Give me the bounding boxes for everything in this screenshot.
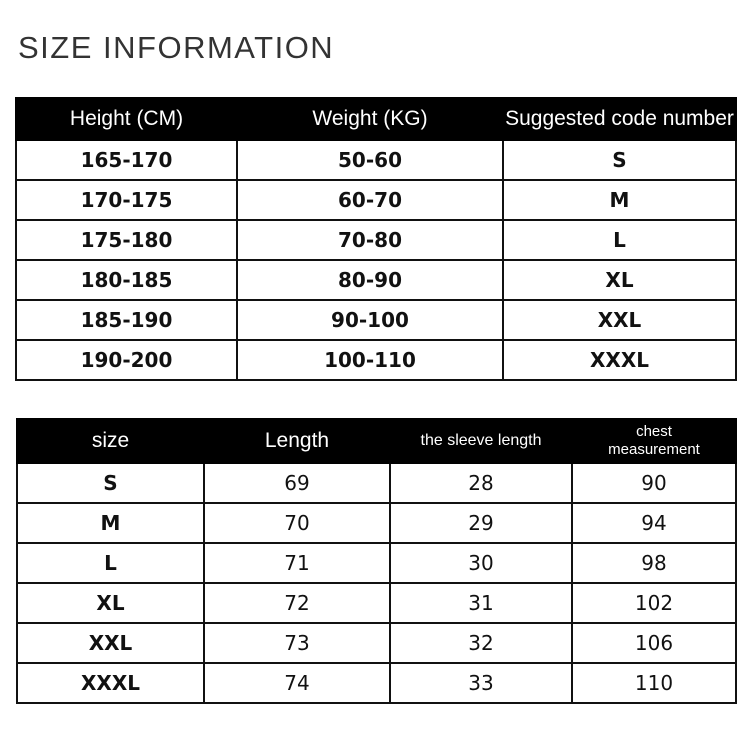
table-cell: XXL (16, 622, 205, 664)
table-cell: L (16, 542, 205, 584)
table-row: 180-185 80-90 XL (15, 259, 737, 301)
table-cell: 71 (203, 542, 391, 584)
table-cell: 80-90 (236, 259, 504, 301)
header-length: Length (203, 418, 391, 464)
table-row: 175-180 70-80 L (15, 219, 737, 261)
table-cell: M (16, 502, 205, 544)
table-cell: 106 (571, 622, 737, 664)
table-cell: 102 (571, 582, 737, 624)
table-row: 185-190 90-100 XXL (15, 299, 737, 341)
table-cell: 170-175 (15, 179, 238, 221)
table-header-row: Height (CM) Weight (KG) Suggested code n… (15, 97, 737, 141)
table-header-row: size Length the sleeve length chest measu… (16, 418, 737, 464)
table-row: 190-200 100-110 XXXL (15, 339, 737, 381)
table-cell: 190-200 (15, 339, 238, 381)
table-cell: XL (502, 259, 737, 301)
table-row: XXL 73 32 106 (16, 622, 737, 664)
table-cell: S (16, 462, 205, 504)
table-cell: L (502, 219, 737, 261)
header-chest-line2: measurement (608, 441, 700, 458)
table-row: XL 72 31 102 (16, 582, 737, 624)
table-row: XXXL 74 33 110 (16, 662, 737, 704)
table-cell: 60-70 (236, 179, 504, 221)
table-row: M 70 29 94 (16, 502, 737, 544)
table-cell: 165-170 (15, 139, 238, 181)
table-cell: 72 (203, 582, 391, 624)
table-cell: 33 (389, 662, 573, 704)
header-height: Height (CM) (15, 97, 238, 141)
table-cell: XXXL (16, 662, 205, 704)
table-cell: 29 (389, 502, 573, 544)
table-cell: 74 (203, 662, 391, 704)
table-cell: 110 (571, 662, 737, 704)
header-chest: chest measurement (571, 418, 737, 464)
size-measurement-table: size Length the sleeve length chest measu… (16, 418, 737, 704)
table-cell: XXL (502, 299, 737, 341)
header-code: Suggested code number (502, 97, 737, 141)
header-sleeve: the sleeve length (389, 418, 573, 464)
header-size: size (16, 418, 205, 464)
table-cell: 50-60 (236, 139, 504, 181)
table-cell: 73 (203, 622, 391, 664)
table-cell: 90 (571, 462, 737, 504)
table-cell: 94 (571, 502, 737, 544)
table-cell: 90-100 (236, 299, 504, 341)
table-row: 170-175 60-70 M (15, 179, 737, 221)
table-cell: 28 (389, 462, 573, 504)
table-cell: 70 (203, 502, 391, 544)
header-chest-line1: chest (636, 423, 672, 440)
table-cell: 175-180 (15, 219, 238, 261)
table-cell: XL (16, 582, 205, 624)
table-cell: 100-110 (236, 339, 504, 381)
table-cell: 180-185 (15, 259, 238, 301)
table-cell: S (502, 139, 737, 181)
page-title: SIZE INFORMATION (18, 30, 335, 65)
header-weight: Weight (KG) (236, 97, 504, 141)
table-cell: 32 (389, 622, 573, 664)
height-weight-table: Height (CM) Weight (KG) Suggested code n… (15, 97, 737, 381)
table-cell: 98 (571, 542, 737, 584)
table-cell: M (502, 179, 737, 221)
table-cell: 30 (389, 542, 573, 584)
table-row: S 69 28 90 (16, 462, 737, 504)
table-row: 165-170 50-60 S (15, 139, 737, 181)
table-row: L 71 30 98 (16, 542, 737, 584)
table-cell: 185-190 (15, 299, 238, 341)
table-cell: XXXL (502, 339, 737, 381)
table-cell: 69 (203, 462, 391, 504)
table-cell: 70-80 (236, 219, 504, 261)
table-cell: 31 (389, 582, 573, 624)
